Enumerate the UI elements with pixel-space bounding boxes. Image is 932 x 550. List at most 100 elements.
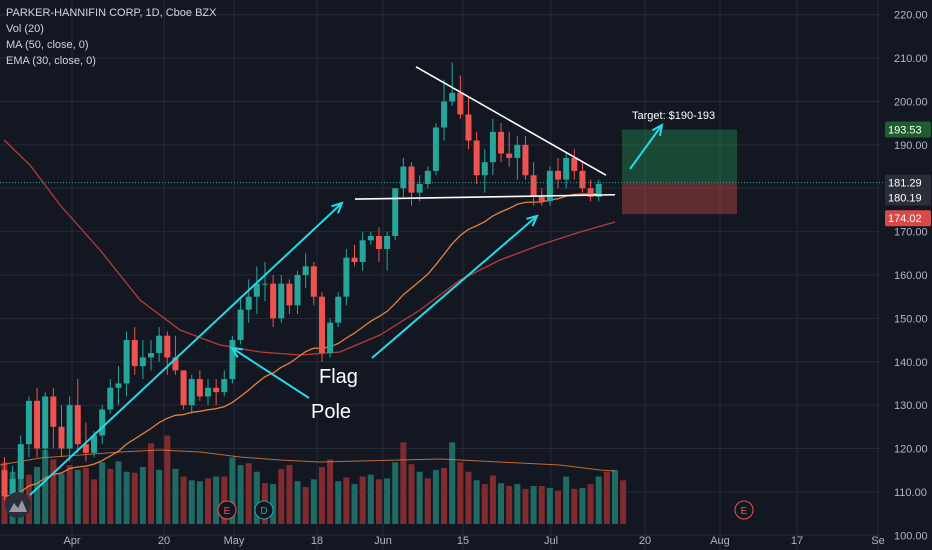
target-arrow xyxy=(629,124,663,170)
profit-zone xyxy=(622,129,737,183)
volume-bar xyxy=(432,469,439,524)
volume-bar xyxy=(221,476,228,524)
symbol-title[interactable]: PARKER-HANNIFIN CORP, 1D, Cboe BZX xyxy=(6,7,217,19)
ema-indicator[interactable]: EMA (30, close, 0) xyxy=(6,55,96,67)
x-tick-label: May xyxy=(224,535,245,547)
y-tick-label: 160.00 xyxy=(894,270,928,282)
candle-body xyxy=(172,357,179,371)
time-axis: Apr 20 May 18 Jun 15 Jul 20 Aug 17 Se xyxy=(63,535,884,547)
volume-bar xyxy=(620,480,627,524)
logo-icon xyxy=(9,500,27,512)
price-tag xyxy=(885,210,931,227)
volume-bar xyxy=(424,478,431,524)
chart-grid xyxy=(0,0,880,550)
candle-body xyxy=(221,379,228,393)
x-tick-label: Se xyxy=(871,535,884,547)
volume-bar xyxy=(489,475,496,524)
pole-arrow xyxy=(29,202,343,496)
volume-bar xyxy=(99,462,106,524)
volume-bar xyxy=(286,465,293,524)
volume-bar xyxy=(400,442,407,524)
volume-bar xyxy=(408,464,415,524)
candle-body xyxy=(1,470,8,497)
price-tag xyxy=(885,189,931,206)
vol-indicator[interactable]: Vol (20) xyxy=(6,23,44,35)
x-tick-label: 20 xyxy=(639,535,651,547)
volume-bar xyxy=(205,478,211,524)
event-marker xyxy=(734,500,754,520)
volume-bar xyxy=(498,483,505,524)
candle-body xyxy=(42,396,49,449)
candle-body xyxy=(213,387,220,393)
volume-bar xyxy=(253,471,260,524)
volume-bar xyxy=(603,471,610,524)
candle-body xyxy=(546,170,553,202)
candle-body xyxy=(530,175,537,197)
volume-bar xyxy=(180,476,187,524)
candle-body xyxy=(261,283,268,285)
volume-bar xyxy=(213,476,220,524)
candle-body xyxy=(579,170,586,189)
candle-body xyxy=(25,400,32,445)
volume-bar xyxy=(156,469,163,524)
volume-bar xyxy=(50,459,57,524)
candle-body xyxy=(327,322,334,354)
price-tag-label: 180.19 xyxy=(888,192,922,204)
candle-body xyxy=(107,387,114,410)
volume-bar xyxy=(245,463,252,524)
candle-body xyxy=(139,357,146,367)
candle-body xyxy=(514,144,521,158)
volume-bar xyxy=(172,468,179,524)
candle-body xyxy=(50,396,57,427)
volume-bar xyxy=(367,474,374,524)
candle-body xyxy=(335,296,342,323)
candle-body xyxy=(522,144,529,176)
volume-bar xyxy=(481,484,488,524)
candle-body xyxy=(278,283,285,319)
candle-body xyxy=(115,383,122,388)
volume-bar xyxy=(473,480,480,524)
volume-bar xyxy=(587,484,594,524)
candle-body xyxy=(555,170,562,180)
volume-ma-line xyxy=(0,449,616,472)
volume-bar xyxy=(66,465,73,524)
x-tick-label: 15 xyxy=(457,535,469,547)
candle-body xyxy=(538,196,545,202)
candle-body xyxy=(66,405,73,449)
candle-body xyxy=(473,140,480,176)
volume-bar xyxy=(555,490,562,524)
x-tick-label: 18 xyxy=(311,535,323,547)
volume-bar xyxy=(563,476,570,524)
candle-body xyxy=(91,435,98,453)
target-arrow-head xyxy=(651,123,664,136)
volume-bar xyxy=(327,459,334,524)
price-tag xyxy=(885,121,931,138)
candle-body xyxy=(9,478,16,501)
candle-body xyxy=(196,379,203,397)
volume-bar xyxy=(91,479,98,524)
candle-body xyxy=(465,114,472,141)
volume-bar xyxy=(416,471,423,524)
tradingview-logo[interactable] xyxy=(5,492,31,518)
candle-body xyxy=(302,266,309,275)
x-tick-label: 20 xyxy=(158,535,170,547)
volume-bar xyxy=(359,476,366,524)
volume-bar xyxy=(270,484,277,524)
candle-body xyxy=(237,309,244,341)
event-marker xyxy=(254,500,274,520)
event-marker xyxy=(217,500,237,520)
volume-bar xyxy=(237,465,244,524)
price-tag-label: 181.29 xyxy=(888,178,922,190)
candle-body xyxy=(384,235,391,249)
candle-body xyxy=(343,257,350,297)
candle-body xyxy=(270,283,277,319)
volume-bar xyxy=(465,471,472,524)
ma-indicator[interactable]: MA (50, close, 0) xyxy=(6,39,89,51)
volume-bar xyxy=(229,457,236,524)
candle-body xyxy=(294,275,301,306)
candle-body xyxy=(17,444,24,479)
candle-body xyxy=(424,170,431,184)
candle-body xyxy=(441,101,448,128)
candle-body xyxy=(156,335,163,354)
